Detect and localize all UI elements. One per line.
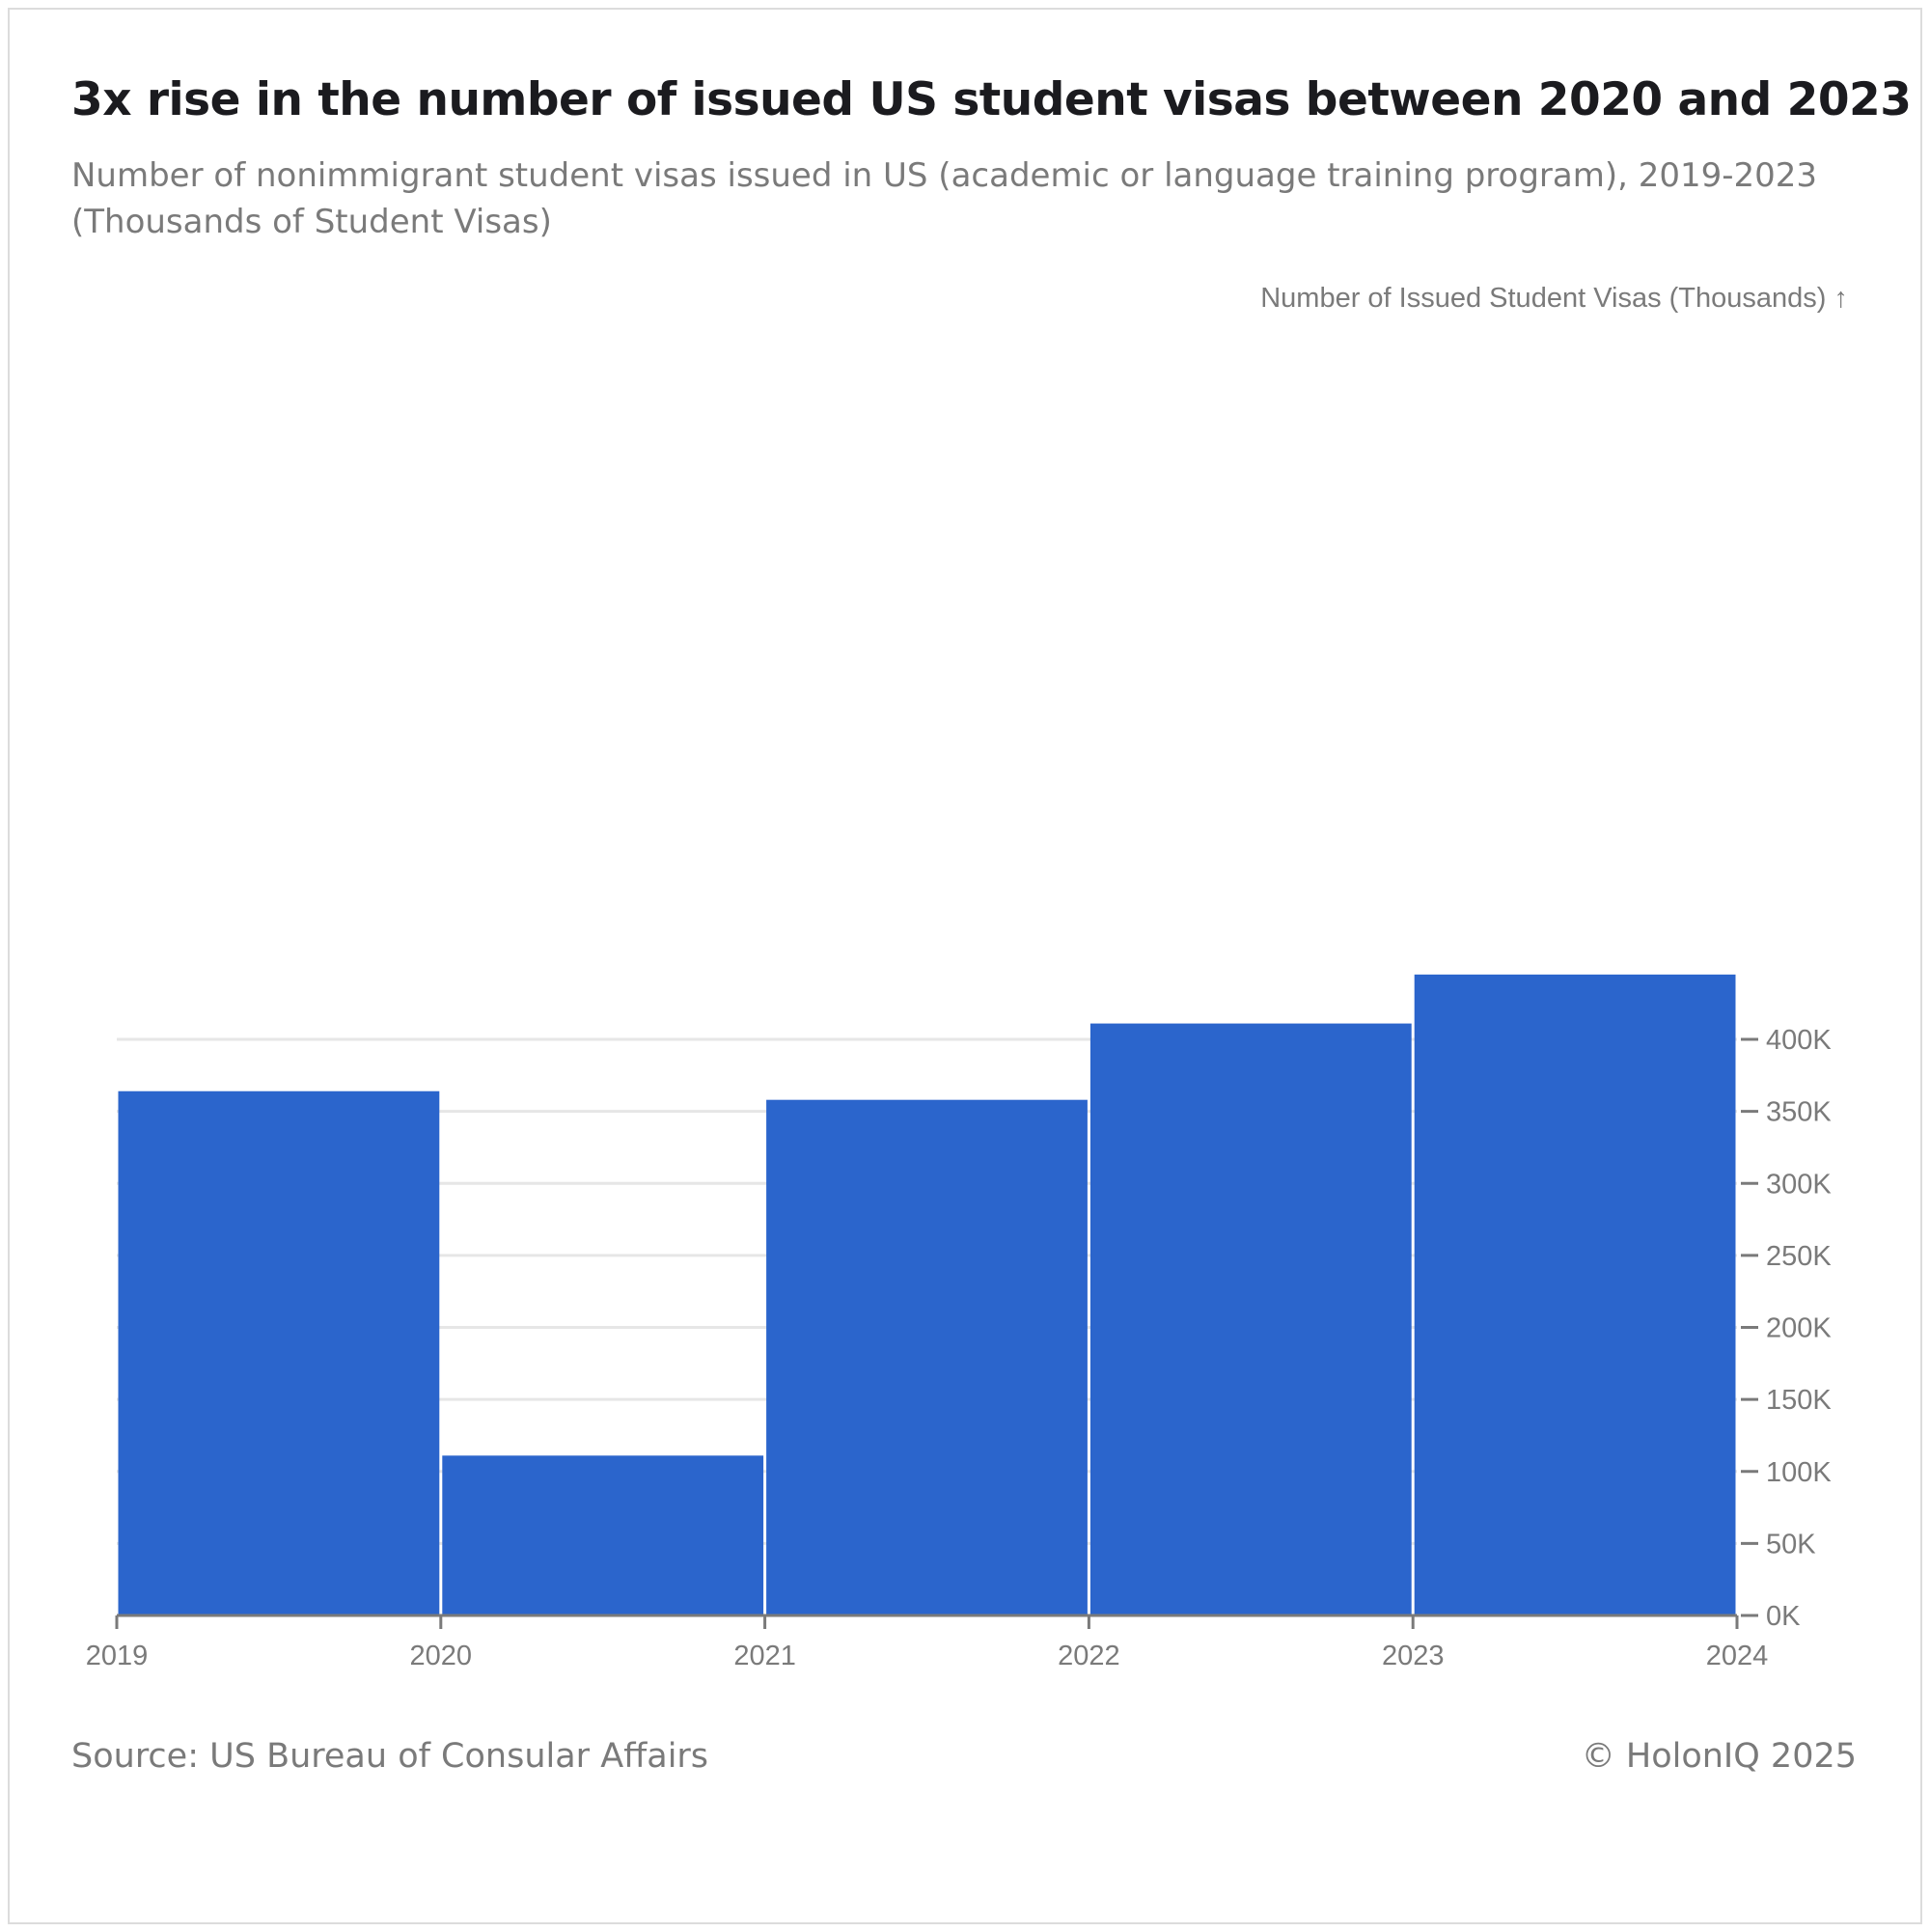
y-tick-label: 300K xyxy=(1766,1169,1832,1200)
y-tick-label: 200K xyxy=(1766,1313,1832,1344)
bars xyxy=(118,974,1736,1615)
y-tick-label: 100K xyxy=(1766,1457,1832,1488)
subtitle-line-1: Number of nonimmigrant student visas iss… xyxy=(71,156,1818,195)
x-tick-label: 2019 xyxy=(86,1641,149,1671)
y-tick-label: 400K xyxy=(1766,1025,1832,1056)
x-tick-label: 2020 xyxy=(410,1641,473,1671)
chart-subtitle: Number of nonimmigrant student visas iss… xyxy=(71,152,1866,245)
bar-2022 xyxy=(1089,1023,1412,1615)
y-tick-label: 50K xyxy=(1766,1529,1816,1559)
x-tick-label: 2021 xyxy=(733,1641,796,1671)
bar-2020 xyxy=(442,1455,764,1615)
source-note: Source: US Bureau of Consular Affairs xyxy=(71,1737,709,1776)
y-tick-label: 150K xyxy=(1766,1385,1832,1416)
y-tick-label: 350K xyxy=(1766,1097,1832,1128)
y-axis-title: Number of Issued Student Visas (Thousand… xyxy=(1260,283,1848,314)
x-tick-label: 2023 xyxy=(1382,1641,1445,1671)
subtitle-line-2: (Thousands of Student Visas) xyxy=(71,203,552,241)
y-tick-label: 250K xyxy=(1766,1241,1832,1272)
copyright-note: © HolonIQ 2025 xyxy=(1581,1737,1857,1776)
bar-2019 xyxy=(118,1090,440,1615)
x-tick-label: 2024 xyxy=(1706,1641,1769,1671)
bar-2021 xyxy=(766,1099,1088,1615)
bar-2023 xyxy=(1414,974,1736,1615)
y-tick-label: 0K xyxy=(1766,1601,1801,1632)
x-tick-label: 2022 xyxy=(1058,1641,1120,1671)
axes: 2019 2020 2021 2022 2023 2024 0K 50K 100K 150K 200… xyxy=(86,1025,1833,1671)
chart-title: 3x rise in the number of issued US stude… xyxy=(71,73,1912,126)
